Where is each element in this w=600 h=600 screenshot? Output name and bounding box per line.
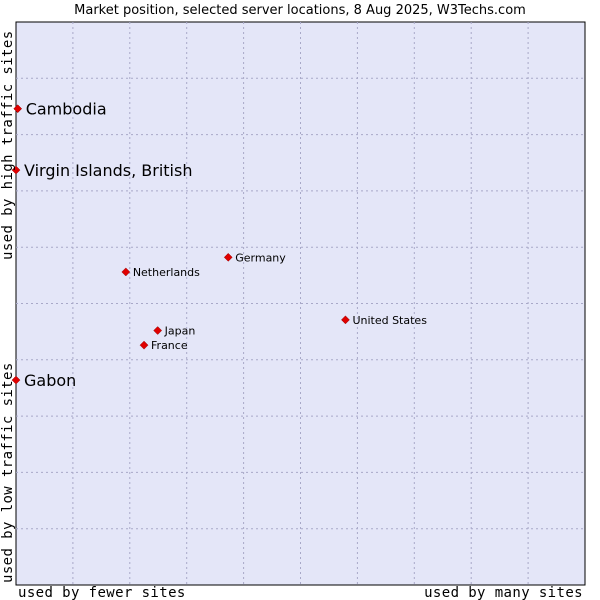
data-point-label: Germany <box>235 251 286 264</box>
data-point-label: Cambodia <box>26 100 107 119</box>
y-axis-label-bottom: used by low traffic sites <box>0 362 16 583</box>
x-axis-label-right: used by many sites <box>424 585 583 600</box>
data-point-label: Gabon <box>24 371 76 390</box>
data-point-label: United States <box>352 314 427 327</box>
data-points: Cambodia Virgin Islands, British Germany Ne… <box>11 100 427 390</box>
data-point-label: Virgin Islands, British <box>24 161 192 180</box>
data-point-marker <box>11 165 21 175</box>
data-point-marker <box>13 104 23 114</box>
chart-title: Market position, selected server locatio… <box>74 3 526 18</box>
x-axis-label-left: used by fewer sites <box>18 585 186 600</box>
grid-lines <box>16 22 585 585</box>
data-point-marker <box>121 267 131 277</box>
data-point-marker <box>223 252 233 262</box>
data-point-marker <box>341 315 350 325</box>
y-axis-label-top: used by high traffic sites <box>0 30 16 260</box>
data-point-label: Netherlands <box>133 266 200 279</box>
data-point-marker <box>153 326 163 335</box>
data-point-marker <box>11 375 21 385</box>
data-point-label: Japan <box>164 325 196 338</box>
data-point-label: France <box>151 339 188 352</box>
data-point-marker <box>139 340 149 350</box>
